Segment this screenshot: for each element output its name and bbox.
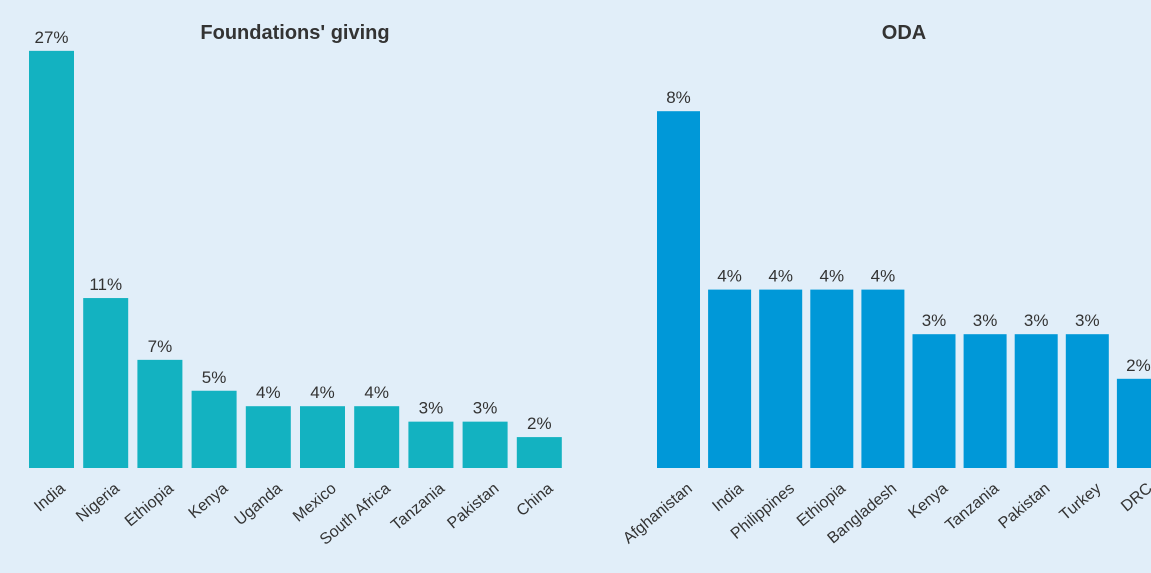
data-label: 4%	[364, 383, 389, 402]
data-label: 4%	[820, 267, 845, 286]
bar	[657, 111, 700, 468]
bar	[810, 289, 854, 468]
data-label: 3%	[1075, 311, 1100, 330]
data-label: 4%	[256, 383, 281, 402]
bar	[963, 334, 1007, 468]
bar	[245, 406, 291, 468]
bar	[1014, 334, 1058, 468]
category-label: Nigeria	[73, 480, 123, 526]
category-label: India	[31, 480, 69, 515]
data-label: 3%	[1024, 311, 1049, 330]
bar	[408, 421, 454, 468]
category-label: Turkey	[1057, 480, 1105, 524]
data-label: 3%	[473, 399, 498, 418]
data-label: 3%	[419, 399, 444, 418]
bars-layer: 27% India 11% Nigeria 7% Ethiopia 5% Kenya 4% Uga…	[29, 28, 1151, 548]
bar	[83, 298, 129, 468]
bar-group-foundations: 27% India 11% Nigeria 7% Ethiopia 5% Kenya 4% Uga…	[29, 28, 562, 548]
data-label: 3%	[973, 311, 998, 330]
bar	[708, 289, 752, 468]
bar	[300, 406, 345, 468]
bar	[861, 289, 905, 468]
category-label: China	[514, 480, 557, 520]
data-label: 4%	[871, 267, 896, 286]
data-label: 2%	[1126, 356, 1151, 375]
bar	[1116, 378, 1151, 468]
data-label: 2%	[527, 414, 552, 433]
data-label: 4%	[310, 383, 335, 402]
data-label: 27%	[34, 28, 68, 47]
bar	[29, 50, 74, 468]
data-label: 11%	[89, 275, 122, 294]
category-label: Pakistan	[444, 480, 502, 532]
data-label: 3%	[922, 311, 947, 330]
bar	[137, 359, 183, 468]
bar	[912, 334, 956, 468]
data-label: 4%	[768, 267, 793, 286]
category-label: DRC	[1118, 480, 1151, 515]
bar	[191, 390, 237, 468]
category-label: Mexico	[290, 480, 340, 526]
category-label: Pakistan	[996, 480, 1054, 532]
data-label: 5%	[202, 368, 227, 387]
data-label: 4%	[717, 267, 742, 286]
chart-title-oda: ODA	[882, 22, 926, 44]
chart-title-foundations: Foundations' giving	[200, 22, 389, 44]
data-label: 7%	[148, 337, 173, 356]
category-label: Afghanistan	[620, 480, 696, 547]
bar	[354, 406, 400, 468]
bar	[516, 437, 562, 468]
bar	[1065, 334, 1109, 468]
category-label: Kenya	[186, 480, 232, 522]
category-label: Tanzania	[942, 480, 1002, 534]
bar	[759, 289, 803, 468]
category-label: Tanzania	[388, 480, 448, 534]
category-label: Ethiopia	[122, 480, 177, 530]
category-label: Kenya	[906, 480, 952, 522]
data-label: 8%	[666, 88, 691, 107]
bar	[462, 421, 508, 468]
category-label: India	[709, 480, 747, 515]
category-label: Uganda	[232, 480, 286, 529]
bar-group-oda: 8%Afghanistan4%India4%Philippines4%Ethio…	[620, 88, 1151, 547]
